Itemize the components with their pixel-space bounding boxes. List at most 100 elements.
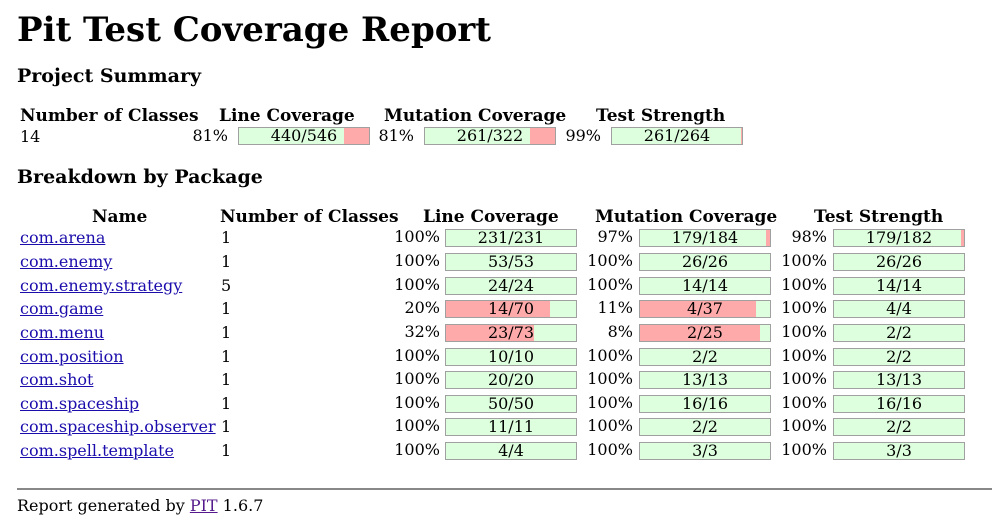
package-line-pct: 20% (404, 298, 440, 317)
package-class-count: 1 (221, 347, 232, 366)
package-line-bar: 50/50 (445, 395, 577, 413)
package-strength-value: 14/14 (875, 277, 923, 295)
pit-link[interactable]: PIT (189, 496, 218, 515)
summary-strength-bar: 261/264 (611, 127, 743, 145)
package-mutation-bar: 179/184 (639, 229, 771, 247)
package-link[interactable]: com.shot (20, 370, 94, 389)
package-mutation-pct: 100% (587, 369, 633, 388)
package-link[interactable]: com.arena (20, 228, 106, 247)
summary-mutation-value: 261/322 (456, 127, 524, 145)
summary-strength-value: 261/264 (643, 127, 711, 145)
package-line-value: 24/24 (487, 277, 535, 295)
coverage-fill (834, 372, 964, 388)
package-line-bar: 14/70 (445, 300, 577, 318)
package-link[interactable]: com.menu (20, 323, 105, 342)
package-mutation-bar: 26/26 (639, 253, 771, 271)
coverage-fill (446, 396, 576, 412)
package-mutation-pct: 11% (597, 298, 633, 317)
package-line-pct: 100% (394, 416, 440, 435)
summary-line-value: 440/546 (270, 127, 338, 145)
package-line-pct: 100% (394, 227, 440, 246)
coverage-fill (834, 278, 964, 294)
summary-line-bar: 440/546 (238, 127, 370, 145)
package-line-bar: 24/24 (445, 277, 577, 295)
page-title: Pit Test Coverage Report (17, 10, 492, 50)
package-link[interactable]: com.spaceship (20, 394, 140, 413)
package-class-count: 1 (221, 252, 232, 271)
package-link[interactable]: com.enemy (20, 252, 113, 271)
summary-header-classes: Number of Classes (20, 106, 199, 126)
package-strength-bar: 13/13 (833, 371, 965, 389)
coverage-fill (834, 349, 964, 365)
footer-prefix: Report generated by (17, 496, 190, 515)
package-mutation-value: 13/13 (681, 371, 729, 389)
package-mutation-bar: 13/13 (639, 371, 771, 389)
package-mutation-value: 179/184 (671, 229, 739, 247)
package-mutation-pct: 100% (587, 346, 633, 365)
package-class-count: 1 (221, 228, 232, 247)
package-line-pct: 100% (394, 251, 440, 270)
coverage-fill (640, 396, 770, 412)
package-mutation-value: 2/25 (687, 324, 723, 342)
breakdown-header-mutation-coverage: Mutation Coverage (595, 207, 778, 227)
package-mutation-value: 4/37 (687, 300, 723, 318)
package-class-count: 1 (221, 417, 232, 436)
package-line-bar: 20/20 (445, 371, 577, 389)
package-line-bar: 231/231 (445, 229, 577, 247)
coverage-fill (425, 128, 531, 144)
package-mutation-pct: 100% (587, 251, 633, 270)
footer-divider (17, 488, 992, 490)
package-strength-pct: 100% (781, 369, 827, 388)
breakdown-header-classes: Number of Classes (220, 207, 399, 227)
package-strength-bar: 3/3 (833, 442, 965, 460)
coverage-fill (446, 278, 576, 294)
package-strength-pct: 100% (781, 393, 827, 412)
coverage-fill (446, 372, 576, 388)
package-strength-value: 16/16 (875, 395, 923, 413)
package-mutation-value: 2/2 (692, 418, 718, 436)
coverage-fill (239, 128, 345, 144)
coverage-fill (446, 230, 576, 246)
package-line-value: 4/4 (498, 442, 524, 460)
package-mutation-bar: 2/2 (639, 348, 771, 366)
package-strength-pct: 98% (791, 227, 827, 246)
package-link[interactable]: com.game (20, 299, 104, 318)
coverage-fill (834, 254, 964, 270)
coverage-fill (550, 301, 576, 317)
package-line-value: 50/50 (487, 395, 535, 413)
package-strength-bar: 179/182 (833, 229, 965, 247)
package-mutation-pct: 8% (607, 322, 633, 341)
package-strength-bar: 4/4 (833, 300, 965, 318)
breakdown-heading: Breakdown by Package (17, 166, 263, 188)
package-strength-pct: 100% (781, 346, 827, 365)
package-line-pct: 100% (394, 369, 440, 388)
package-strength-bar: 2/2 (833, 348, 965, 366)
package-mutation-value: 2/2 (692, 348, 718, 366)
footer-version: 1.6.7 (217, 496, 264, 515)
package-class-count: 1 (221, 370, 232, 389)
package-mutation-value: 16/16 (681, 395, 729, 413)
breakdown-header-test-strength: Test Strength (814, 207, 944, 227)
package-link[interactable]: com.spaceship.observer (20, 417, 216, 436)
coverage-fill (446, 254, 576, 270)
package-mutation-value: 14/14 (681, 277, 729, 295)
package-line-value: 11/11 (487, 418, 535, 436)
package-strength-value: 2/2 (886, 418, 912, 436)
package-mutation-bar: 16/16 (639, 395, 771, 413)
coverage-fill (640, 349, 770, 365)
package-line-value: 23/73 (487, 324, 535, 342)
package-line-bar: 10/10 (445, 348, 577, 366)
package-mutation-bar: 2/25 (639, 324, 771, 342)
package-link[interactable]: com.enemy.strategy (20, 276, 183, 295)
package-link[interactable]: com.position (20, 347, 124, 366)
package-line-pct: 100% (394, 440, 440, 459)
package-line-bar: 11/11 (445, 418, 577, 436)
package-link[interactable]: com.spell.template (20, 441, 174, 460)
package-line-bar: 23/73 (445, 324, 577, 342)
coverage-fill (446, 419, 576, 435)
package-strength-value: 3/3 (886, 442, 912, 460)
package-strength-pct: 100% (781, 251, 827, 270)
package-mutation-pct: 100% (587, 393, 633, 412)
package-mutation-value: 3/3 (692, 442, 718, 460)
package-strength-bar: 14/14 (833, 277, 965, 295)
